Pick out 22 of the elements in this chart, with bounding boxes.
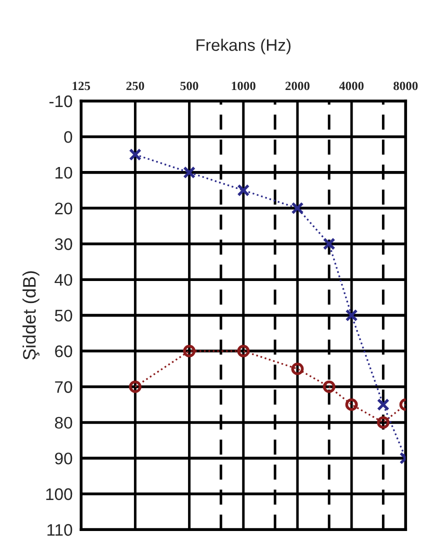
y-axis-title: Şiddet (dB) [22,271,40,360]
y-tick-label: 60 [55,345,72,358]
x-tick-label: 1000 [232,82,256,90]
y-tick-label: 0 [64,131,72,143]
x-tick-label: 4000 [339,82,364,90]
x-tick-label: 2000 [286,82,310,90]
y-tick-label: 100 [46,488,72,500]
x-tick-label: 250 [126,82,144,90]
x-tick-label: 500 [180,82,198,90]
y-tick-label: 70 [55,381,72,393]
x-axis-title: Frekans (Hz) [196,38,291,54]
y-tick-label: 80 [54,416,72,429]
y-tick-label: 110 [47,524,72,536]
y-tick-label: -10 [49,95,72,108]
y-tick-label: 10 [56,166,72,179]
y-tick-label: 20 [55,202,72,214]
y-tick-label: 90 [55,452,72,464]
x-tick-label: 125 [72,82,90,90]
y-tick-label: 50 [54,310,72,322]
y-tick-label: 30 [54,238,72,250]
x-tick-label: 8000 [394,82,418,90]
y-tick-label: 40 [54,274,72,286]
